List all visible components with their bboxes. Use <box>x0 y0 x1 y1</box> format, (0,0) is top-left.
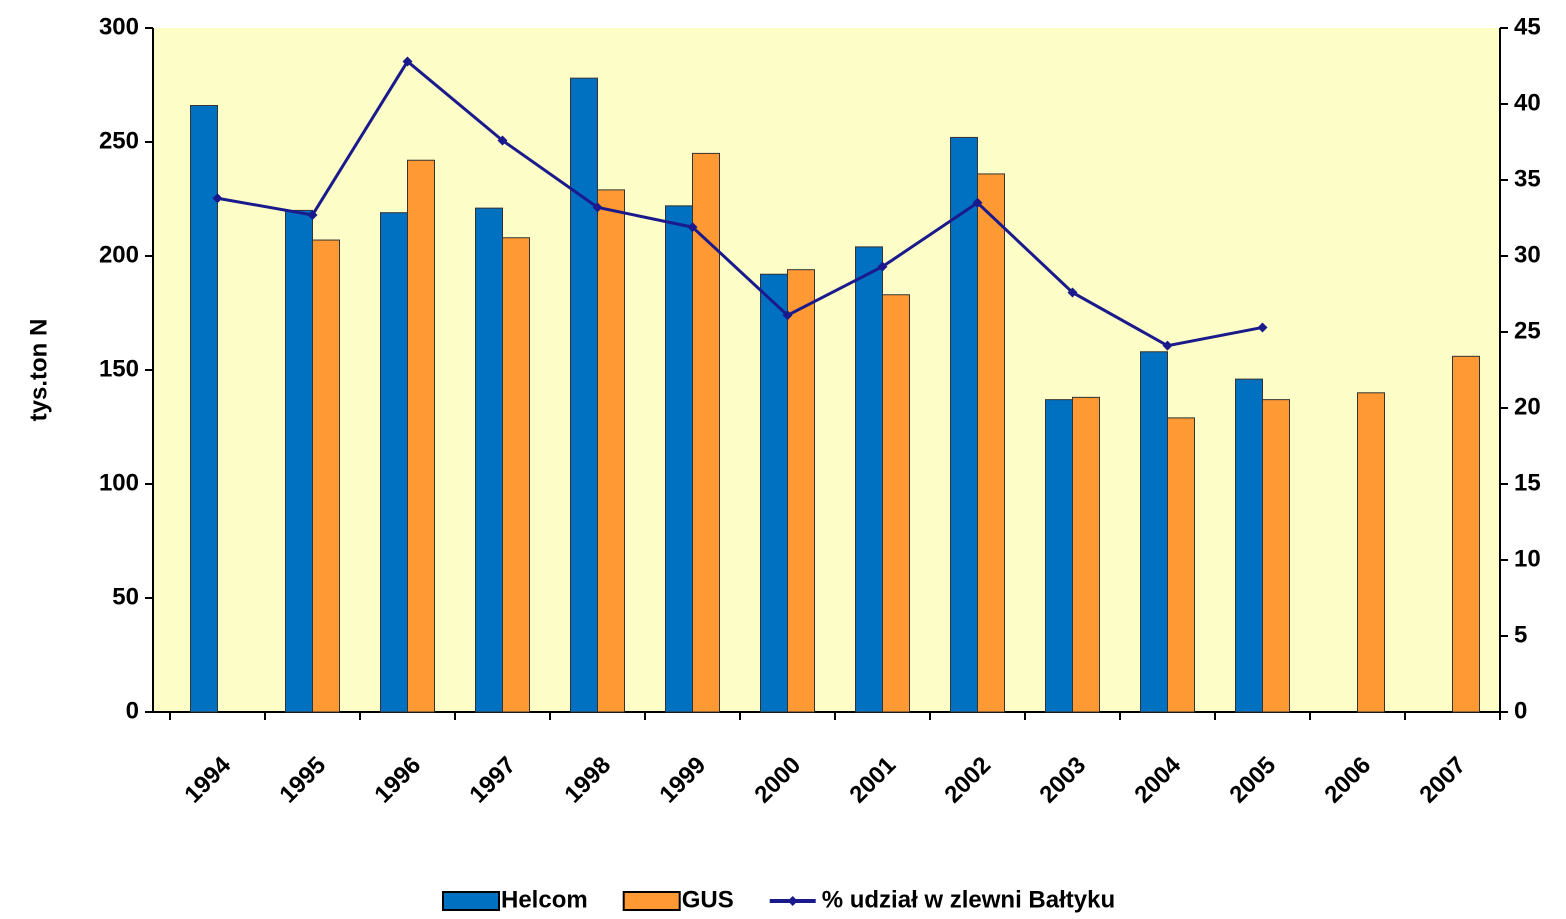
y2-tick-label: 10 <box>1514 545 1541 572</box>
y2-tick-label: 5 <box>1514 621 1527 648</box>
x-tick-label: 2002 <box>939 752 996 809</box>
bar <box>1046 400 1073 712</box>
x-tick-label: 1999 <box>654 752 711 809</box>
legend-swatch <box>624 892 680 910</box>
x-tick-label: 2000 <box>749 752 806 809</box>
y-tick-label: 50 <box>112 583 139 610</box>
bar <box>408 160 435 712</box>
bar <box>951 137 978 712</box>
y-tick-label: 200 <box>99 241 139 268</box>
legend-item: % udział w zlewni Bałtyku <box>770 886 1115 913</box>
y2-tick-label: 15 <box>1514 469 1541 496</box>
x-tick-label: 1997 <box>464 752 521 809</box>
x-tick-label: 2001 <box>844 752 901 809</box>
bar <box>788 270 815 712</box>
legend-item: Helcom <box>443 886 588 913</box>
y2-tick-label: 35 <box>1514 165 1541 192</box>
bar <box>286 210 313 712</box>
bar <box>978 174 1005 712</box>
bar <box>1236 379 1263 712</box>
chart: tys.ton N 0 50 100 150 200 250 300 0 5 10 15 20 25 30… <box>0 0 1566 919</box>
y2-tick-label: 30 <box>1514 241 1541 268</box>
x-tick-label: 1998 <box>559 752 616 809</box>
bar <box>313 240 340 712</box>
bar <box>1073 397 1100 712</box>
y2-tick-label: 40 <box>1514 89 1541 116</box>
y-axis-label: tys.ton N <box>25 319 52 422</box>
bar <box>666 206 693 712</box>
y-tick-label: 150 <box>99 355 139 382</box>
y-tick-label: 250 <box>99 127 139 154</box>
bar <box>883 295 910 712</box>
bar <box>1141 352 1168 712</box>
x-tick-label: 2006 <box>1319 752 1376 809</box>
bar <box>476 208 503 712</box>
x-tick-label: 2007 <box>1414 752 1471 809</box>
bar <box>503 238 530 712</box>
bar <box>571 78 598 712</box>
x-tick-label: 1996 <box>369 752 426 809</box>
bar <box>1358 393 1385 712</box>
bar <box>1168 418 1195 712</box>
bar <box>693 153 720 712</box>
bar <box>381 213 408 712</box>
bar <box>1263 400 1290 712</box>
bar <box>598 190 625 712</box>
y2-tick-label: 25 <box>1514 317 1541 344</box>
y-tick-label: 100 <box>99 469 139 496</box>
x-tick-label: 2005 <box>1224 752 1281 809</box>
legend-label: GUS <box>682 886 734 913</box>
legend-label: Helcom <box>501 886 588 913</box>
legend-swatch <box>443 892 499 910</box>
x-tick-label: 1994 <box>179 751 236 808</box>
x-tick-label: 2004 <box>1129 751 1186 808</box>
y-tick-label: 300 <box>99 13 139 40</box>
legend-item: GUS <box>624 886 734 913</box>
y2-tick-label: 20 <box>1514 393 1541 420</box>
y2-tick-label: 0 <box>1514 697 1527 724</box>
x-tick-label: 1995 <box>274 752 331 809</box>
legend-label: % udział w zlewni Bałtyku <box>822 886 1115 913</box>
bar <box>1453 356 1480 712</box>
bar <box>761 274 788 712</box>
y2-tick-label: 45 <box>1514 13 1541 40</box>
y-tick-label: 0 <box>126 697 139 724</box>
x-tick-label: 2003 <box>1034 752 1091 809</box>
plot-area <box>153 28 1500 712</box>
bar <box>191 106 218 712</box>
legend-swatch-marker <box>788 896 798 906</box>
bar <box>856 247 883 712</box>
